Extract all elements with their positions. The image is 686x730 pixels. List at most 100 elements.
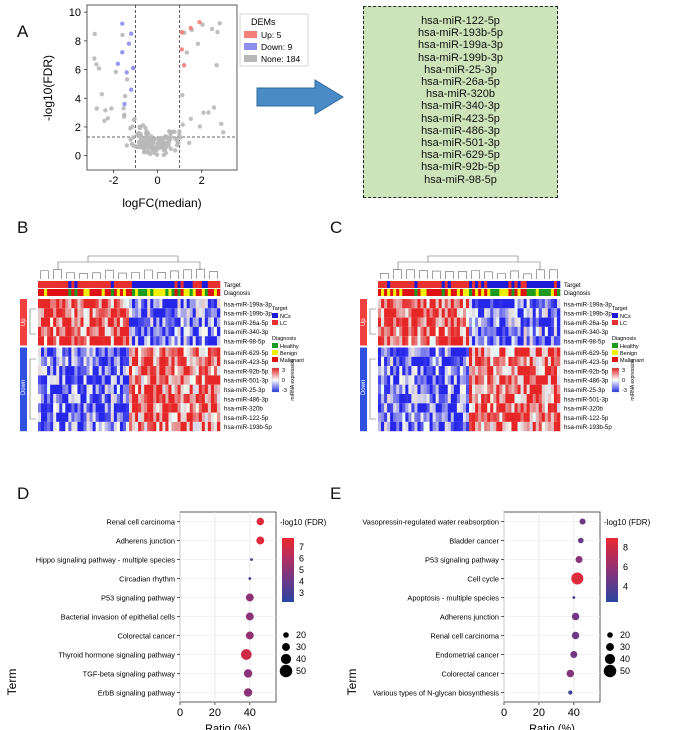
- heatmap-cell: [171, 308, 175, 318]
- heatmap-cell: [532, 299, 537, 309]
- heatmap-cell: [381, 347, 385, 357]
- heatmap-cell: [426, 336, 430, 346]
- heatmap-cell: [544, 375, 549, 385]
- heatmap-cell: [80, 336, 84, 346]
- heatmap-cell: [481, 366, 485, 376]
- heatmap-cell: [47, 336, 51, 346]
- heatmap-cell: [459, 336, 464, 346]
- diagnosis-cell: [396, 289, 400, 296]
- heatmap-cell: [156, 299, 160, 309]
- heatmap-cell: [180, 299, 184, 309]
- heatmap-cell: [86, 394, 90, 404]
- target-cell: [517, 281, 521, 288]
- heatmap-cell: [147, 308, 151, 318]
- heatmap-cell: [95, 347, 99, 357]
- heatmap-cell: [426, 317, 430, 327]
- heatmap-cell: [183, 412, 187, 422]
- heatmap-cell: [56, 317, 60, 327]
- heatmap-cell: [426, 299, 430, 309]
- heatmap-cell: [465, 299, 470, 309]
- heatmap-cell: [104, 347, 109, 357]
- heatmap-cell: [447, 326, 452, 337]
- heatmap-cell: [478, 366, 482, 376]
- heatmap-cell: [38, 366, 42, 376]
- heatmap-cell: [65, 421, 69, 432]
- heatmap-cell: [390, 356, 394, 367]
- heatmap-cell: [465, 384, 470, 394]
- heatmap-cell: [499, 299, 503, 309]
- heatmap-cell: [122, 299, 127, 309]
- heatmap-cell: [98, 326, 102, 337]
- heatmap-cell: [402, 394, 406, 404]
- target-cell: [496, 281, 500, 288]
- heatmap-cell: [399, 299, 403, 309]
- heatmap-cell: [77, 384, 81, 394]
- x-tick-label: 0: [155, 175, 161, 187]
- heatmap-cell: [484, 336, 488, 346]
- heatmap-cell: [462, 366, 467, 376]
- heatmap-cell: [150, 299, 154, 309]
- heatmap-cell: [520, 326, 524, 337]
- heatmap-cell: [405, 421, 409, 432]
- heatmap-cell: [408, 336, 412, 346]
- volcano-point-none: [121, 114, 127, 119]
- heatmap-cell: [453, 347, 458, 357]
- heatmap-cell: [453, 299, 458, 309]
- heatmap-cell: [153, 394, 157, 404]
- heatmap-cell: [56, 394, 60, 404]
- heatmap-cell: [541, 299, 546, 309]
- heatmap-cell: [538, 336, 543, 346]
- heatmap-cell: [399, 421, 403, 432]
- heatmap-cell: [132, 366, 136, 376]
- heatmap-cell: [378, 347, 382, 357]
- dem-list-item: hsa-miR-501-3p: [421, 137, 500, 150]
- heatmap-cell: [62, 375, 66, 385]
- heatmap-cell: [101, 326, 106, 337]
- heatmap-cell: [180, 375, 184, 385]
- heatmap-cell: [475, 356, 479, 367]
- heatmap-cell: [529, 347, 533, 357]
- heatmap-cell: [132, 421, 136, 432]
- heatmap-cell: [41, 384, 45, 394]
- heatmap-cell: [110, 403, 115, 413]
- heatmap-cell: [538, 421, 543, 432]
- heatmap-cell: [429, 384, 433, 394]
- heatmap-cell: [104, 326, 109, 337]
- heatmap-cell: [44, 403, 48, 413]
- heatmap-cell: [462, 308, 467, 318]
- heatmap-cell: [153, 299, 157, 309]
- heatmap-cell: [138, 366, 142, 376]
- heatmap-cell: [132, 326, 136, 337]
- colorbar-tick: 0: [622, 378, 625, 384]
- heatmap-cell: [68, 412, 72, 422]
- volcano-point-none: [140, 141, 146, 146]
- heatmap-cell: [113, 412, 118, 422]
- heatmap-cell: [156, 326, 160, 337]
- volcano-point-none: [150, 148, 155, 153]
- heatmap-cell: [83, 336, 87, 346]
- heatmap-cell: [207, 366, 212, 376]
- heatmap-cell: [95, 326, 99, 337]
- heatmap-cell: [441, 317, 446, 327]
- heatmap-cell: [396, 326, 400, 337]
- heatmap-cell: [44, 326, 48, 337]
- diagnosis-cell: [156, 289, 160, 296]
- diagnosis-cell: [38, 289, 42, 296]
- heatmap-cell: [47, 394, 51, 404]
- heatmap-cell: [201, 366, 206, 376]
- heatmap-cell: [447, 403, 452, 413]
- heatmap-cell: [65, 326, 69, 337]
- heatmap-cell: [153, 375, 157, 385]
- heatmap-cell: [399, 347, 403, 357]
- heatmap-cell: [384, 366, 388, 376]
- legend-lc-label: LC: [620, 321, 627, 327]
- heatmap-cell: [429, 317, 433, 327]
- heatmap-cell: [414, 366, 418, 376]
- heatmap-cell: [141, 308, 145, 318]
- heatmap-cell: [159, 326, 163, 337]
- heatmap-cell: [47, 384, 51, 394]
- term-label: Thyroid hormone signaling pathway: [58, 651, 175, 660]
- heatmap-cell: [444, 394, 449, 404]
- legend-ncs-swatch: [272, 313, 278, 318]
- heatmap-cell: [502, 356, 506, 367]
